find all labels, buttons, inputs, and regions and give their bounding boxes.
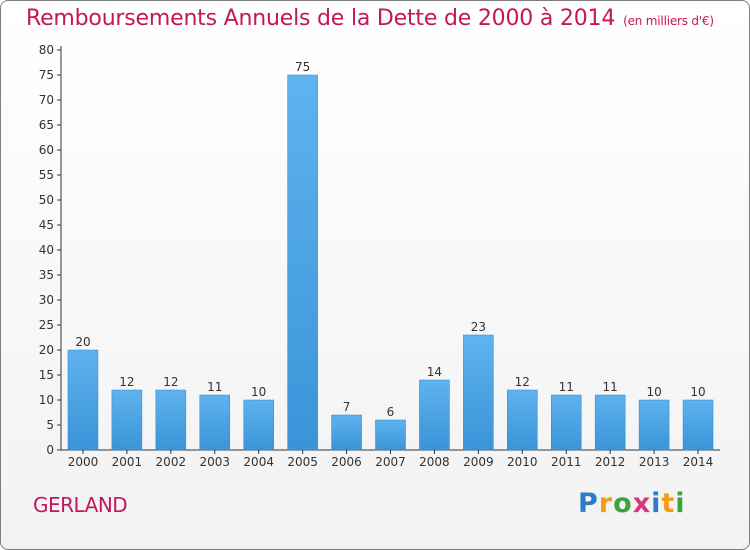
commune-name: GERLAND (33, 493, 128, 517)
logo-letter: x (632, 488, 652, 519)
bar (594, 394, 626, 451)
y-tick-label: 10 (39, 393, 54, 407)
y-tick-label: 0 (46, 443, 54, 457)
bar (463, 334, 494, 451)
y-tick-label: 45 (39, 218, 54, 232)
bar (682, 399, 714, 451)
y-tick-label: 30 (39, 293, 54, 307)
data-label: 75 (295, 60, 310, 74)
bar (243, 399, 274, 451)
x-tick-label: 2005 (287, 455, 318, 469)
bar (331, 414, 362, 451)
bar (375, 419, 406, 451)
chart-unit: (en milliers d'€) (623, 14, 714, 28)
logo-letter: i (651, 488, 662, 519)
bar (111, 389, 143, 451)
y-tick-label: 20 (39, 343, 54, 357)
bar (199, 394, 231, 451)
y-tick-label: 25 (39, 318, 54, 332)
x-tick-label: 2007 (375, 455, 406, 469)
data-label: 14 (427, 365, 442, 379)
data-label: 23 (471, 320, 486, 334)
x-tick-label: 2010 (507, 455, 538, 469)
chart-title: Remboursements Annuels de la Dette de 20… (26, 6, 714, 31)
bar (155, 389, 187, 451)
logo-letter: o (613, 488, 633, 519)
logo-letter: r (598, 488, 614, 519)
y-tick-label: 75 (39, 68, 54, 82)
bar (638, 399, 670, 451)
proxiti-logo[interactable]: Proxiti (578, 488, 686, 519)
bar (287, 74, 318, 451)
data-label: 10 (646, 385, 661, 399)
logo-letter: P (578, 488, 599, 519)
x-tick-label: 2000 (68, 455, 99, 469)
y-tick-label: 70 (39, 93, 54, 107)
bar (550, 394, 582, 451)
y-tick-label: 35 (39, 268, 54, 282)
data-label: 11 (207, 380, 222, 394)
y-tick-label: 50 (39, 193, 54, 207)
data-label: 11 (559, 380, 574, 394)
x-tick-label: 2014 (683, 455, 714, 469)
data-label: 10 (251, 385, 266, 399)
logo-letter: t (661, 488, 676, 519)
x-tick-label: 2012 (595, 455, 626, 469)
y-tick-label: 55 (39, 168, 54, 182)
x-tick-label: 2011 (551, 455, 582, 469)
y-tick-label: 80 (39, 43, 54, 57)
x-tick-label: 2008 (419, 455, 450, 469)
bar (419, 379, 450, 451)
data-label: 6 (387, 405, 395, 419)
y-tick-label: 40 (39, 243, 54, 257)
data-label: 12 (515, 375, 530, 389)
data-label: 11 (603, 380, 618, 394)
data-label: 12 (163, 375, 178, 389)
bar (507, 389, 538, 451)
y-tick-label: 5 (46, 418, 54, 432)
data-label: 10 (690, 385, 705, 399)
data-label: 12 (119, 375, 134, 389)
y-tick-label: 65 (39, 118, 54, 132)
x-tick-label: 2003 (199, 455, 230, 469)
x-tick-label: 2001 (112, 455, 143, 469)
x-tick-label: 2004 (243, 455, 274, 469)
logo-letter: i (675, 488, 686, 519)
y-tick-label: 15 (39, 368, 54, 382)
data-label: 20 (75, 335, 90, 349)
x-tick-label: 2006 (331, 455, 362, 469)
chart-title-text: Remboursements Annuels de la Dette de 20… (26, 6, 616, 31)
x-tick-label: 2013 (639, 455, 670, 469)
x-tick-label: 2009 (463, 455, 494, 469)
bar (67, 349, 99, 451)
x-tick-label: 2002 (156, 455, 187, 469)
y-tick-label: 60 (39, 143, 54, 157)
data-label: 7 (343, 400, 351, 414)
